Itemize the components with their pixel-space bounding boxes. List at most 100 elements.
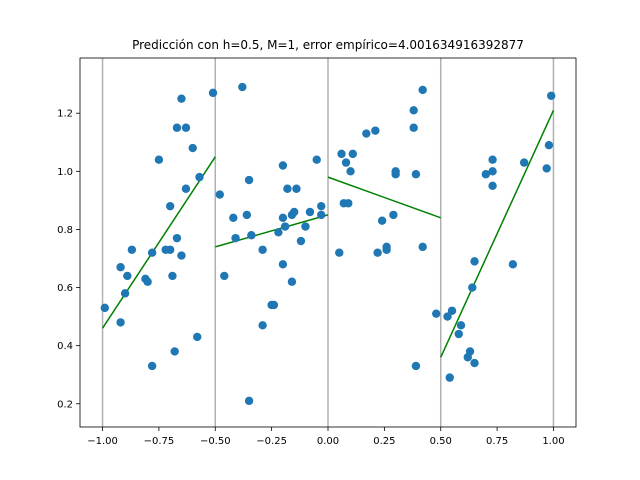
data-point xyxy=(100,303,110,313)
data-point xyxy=(456,321,466,330)
data-point xyxy=(377,216,387,225)
data-point xyxy=(172,123,182,132)
data-point xyxy=(242,210,252,220)
data-point xyxy=(389,210,398,220)
y-tick-label: 0.2 xyxy=(57,399,73,410)
data-point xyxy=(544,140,554,150)
data-point xyxy=(165,245,175,254)
x-tick-label: −0.50 xyxy=(200,436,231,447)
data-point xyxy=(341,158,351,167)
y-tick-label: 0.8 xyxy=(57,225,73,236)
data-point xyxy=(220,271,229,281)
fit-segment xyxy=(101,156,216,329)
x-tick-label: −0.25 xyxy=(256,436,287,447)
y-tick-label: 1.2 xyxy=(57,109,73,120)
y-tick-label: 1.0 xyxy=(57,167,73,178)
data-point xyxy=(269,300,279,310)
data-point xyxy=(181,184,191,193)
y-tick-label: 0.6 xyxy=(57,283,73,294)
x-tick-label: 0.00 xyxy=(317,436,339,447)
data-point xyxy=(508,260,518,269)
data-points xyxy=(100,82,556,406)
data-point xyxy=(344,199,353,208)
data-point xyxy=(181,123,191,132)
data-point xyxy=(409,106,418,115)
data-point xyxy=(371,126,380,135)
data-point xyxy=(317,201,326,211)
data-point xyxy=(188,143,197,153)
data-point xyxy=(488,167,497,176)
data-point xyxy=(274,228,283,237)
data-point xyxy=(447,306,457,315)
data-point xyxy=(244,396,254,406)
data-point xyxy=(278,213,288,223)
data-point xyxy=(116,318,125,327)
data-point xyxy=(488,155,497,164)
data-point xyxy=(231,233,240,243)
data-point xyxy=(346,167,355,176)
data-point xyxy=(116,262,125,272)
data-point xyxy=(147,248,157,257)
data-point xyxy=(411,170,421,179)
data-point xyxy=(301,222,310,231)
data-point xyxy=(481,170,491,179)
data-point xyxy=(411,361,421,371)
data-point xyxy=(470,358,479,368)
x-tick-label: −1.00 xyxy=(87,436,118,447)
data-point xyxy=(283,184,292,193)
data-point xyxy=(312,155,321,164)
data-point xyxy=(280,222,290,231)
data-point xyxy=(382,245,391,254)
x-tick-label: 0.50 xyxy=(430,436,452,447)
data-point xyxy=(177,94,186,103)
data-point xyxy=(470,257,479,266)
data-point xyxy=(542,164,551,173)
data-point xyxy=(247,231,256,240)
data-point xyxy=(168,271,177,281)
data-point xyxy=(258,245,267,254)
data-point xyxy=(519,158,529,167)
data-point xyxy=(468,283,477,292)
data-point xyxy=(409,123,418,132)
data-point xyxy=(170,347,179,356)
data-point xyxy=(143,277,152,286)
chart-title: Predicción con h=0.5, M=1, error empíric… xyxy=(132,38,524,52)
data-point xyxy=(229,213,238,223)
data-point xyxy=(258,321,267,330)
data-point xyxy=(445,373,454,382)
data-point xyxy=(177,251,186,260)
x-tick-label: 0.25 xyxy=(373,436,395,447)
data-point xyxy=(287,277,297,286)
data-point xyxy=(278,161,288,170)
data-point xyxy=(335,248,344,257)
x-tick-label: 0.75 xyxy=(486,436,508,447)
data-point xyxy=(443,312,452,321)
data-point xyxy=(120,289,130,298)
data-point xyxy=(289,207,299,217)
data-point xyxy=(432,309,441,318)
data-point xyxy=(147,361,157,371)
data-point xyxy=(348,149,357,159)
data-point xyxy=(195,172,204,182)
data-point xyxy=(296,236,306,246)
data-point xyxy=(418,85,427,95)
data-point xyxy=(165,201,175,211)
data-point xyxy=(373,248,382,257)
data-point xyxy=(418,242,427,252)
data-point xyxy=(547,91,556,100)
data-point xyxy=(488,181,497,191)
x-tick-label: 1.00 xyxy=(542,436,564,447)
data-point xyxy=(215,190,224,199)
data-point xyxy=(154,155,164,164)
data-point xyxy=(278,260,288,269)
partition-lines xyxy=(101,58,555,427)
fit-segment xyxy=(327,176,441,219)
data-point xyxy=(193,332,202,342)
y-tick-label: 0.4 xyxy=(57,341,73,352)
data-point xyxy=(337,149,346,159)
data-point xyxy=(292,184,301,193)
x-tick-label: −0.75 xyxy=(144,436,175,447)
data-point xyxy=(244,175,254,185)
